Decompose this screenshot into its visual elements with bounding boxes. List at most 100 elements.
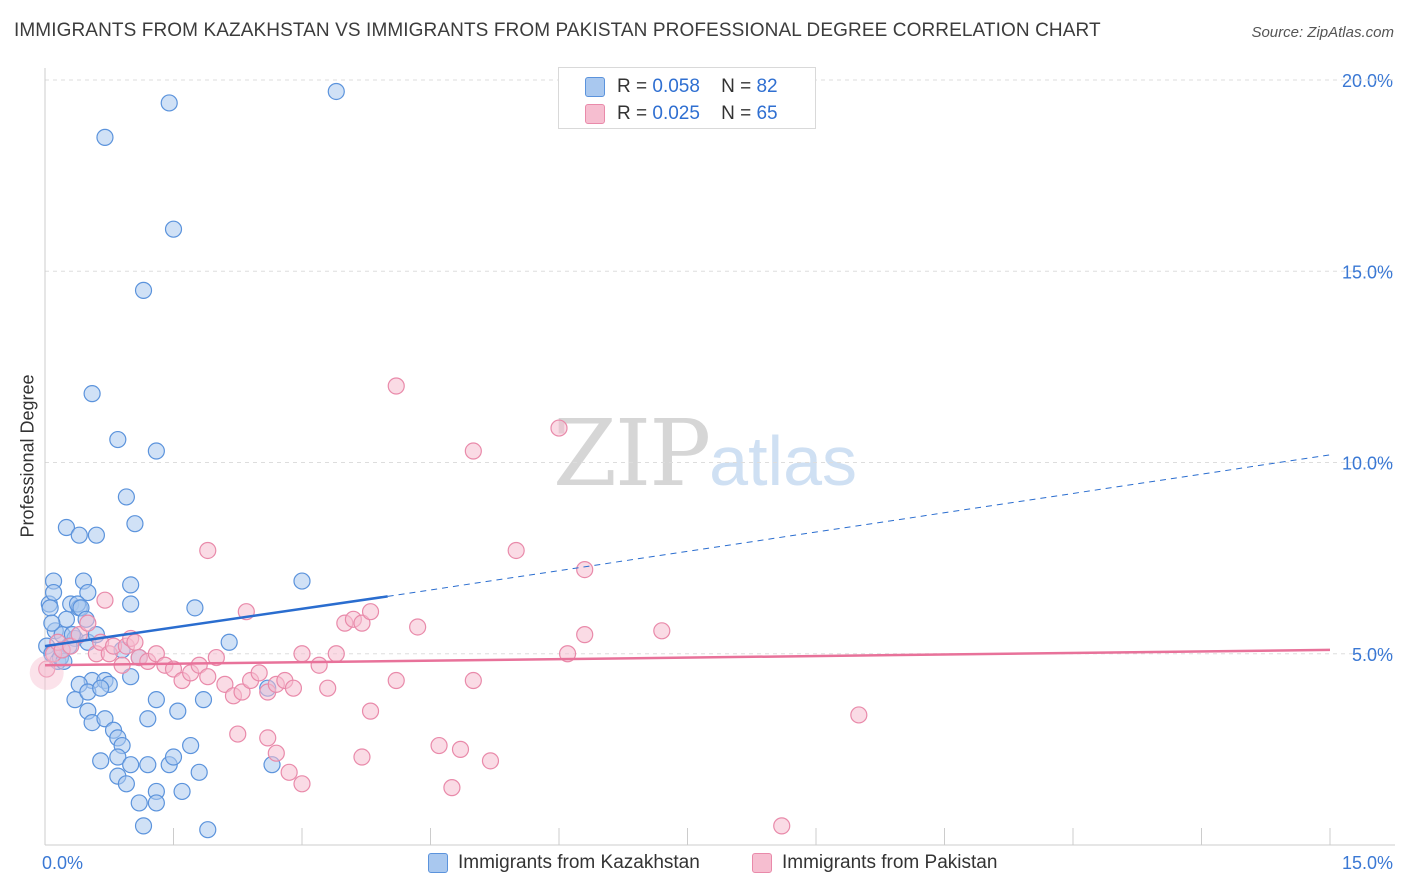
chart-title: IMMIGRANTS FROM KAZAKHSTAN VS IMMIGRANTS…: [14, 20, 1101, 41]
pakistan-point: [361, 702, 380, 720]
correlation-legend: R = 0.058 N = 82 R = 0.025 N = 65: [558, 67, 816, 129]
kazakhstan-point: [83, 385, 101, 403]
x-tick-label: 15.0%: [1342, 853, 1393, 873]
kazakhstan-point: [169, 702, 187, 720]
pakistan-point: [229, 725, 247, 743]
pakistan-point: [207, 648, 225, 667]
pakistan-point: [464, 442, 482, 460]
watermark: ZIPatlas: [553, 400, 857, 507]
kazakhstan-point: [87, 526, 106, 544]
kazakhstan-point: [164, 748, 183, 766]
kazakhstan-point: [190, 763, 208, 781]
pakistan-point: [361, 603, 380, 621]
pakistan-point: [267, 744, 285, 762]
pakistan-point: [284, 679, 303, 697]
kazakhstan-trendline-extension: [387, 454, 1331, 597]
kazakhstan-point: [43, 614, 61, 632]
pakistan-point: [327, 645, 345, 663]
kazakhstan-swatch: [585, 77, 605, 97]
pakistan-n-label: N =: [721, 103, 752, 124]
y-tick-label: 20.0%: [1342, 71, 1393, 91]
pakistan-point: [576, 560, 594, 579]
kazakhstan-point: [66, 691, 84, 709]
pakistan-point: [409, 618, 427, 636]
pakistan-point: [29, 655, 64, 690]
pakistan-point: [850, 706, 868, 724]
kazakhstan-point: [117, 488, 135, 506]
pakistan-point: [280, 763, 298, 781]
kazakhstan-point: [122, 756, 140, 774]
pakistan-legend-label: Immigrants from Pakistan: [782, 852, 998, 873]
pakistan-point: [199, 541, 217, 560]
pakistan-point: [387, 671, 405, 690]
pakistan-point: [451, 740, 470, 758]
kazakhstan-legend-swatch: [428, 853, 448, 873]
kazakhstan-point: [194, 691, 213, 709]
pakistan-point: [126, 633, 144, 651]
kazakhstan-point: [147, 794, 165, 812]
pakistan-point: [96, 591, 114, 609]
pakistan-point: [576, 626, 594, 644]
pakistan-trendline: [44, 648, 1331, 667]
kazakhstan-point: [134, 281, 153, 299]
kazakhstan-point: [220, 633, 238, 651]
pakistan-point: [259, 729, 277, 747]
pakistan-point: [464, 671, 482, 690]
kazakhstan-legend-label: Immigrants from Kazakhstan: [458, 852, 700, 873]
pakistan-swatch: [585, 104, 605, 124]
kazakhstan-point: [109, 430, 127, 449]
kazakhstan-n-label: N =: [721, 76, 752, 97]
pakistan-point: [79, 614, 97, 632]
series-legend: Immigrants from Kazakhstan Immigrants fr…: [0, 852, 1406, 878]
kazakhstan-point: [122, 576, 140, 594]
kazakhstan-point: [293, 572, 311, 590]
kazakhstan-point: [70, 526, 88, 544]
pakistan-point: [147, 645, 165, 663]
pakistan-point: [550, 419, 568, 437]
pakistan-legend-swatch: [752, 853, 772, 873]
kazakhstan-point: [92, 752, 110, 770]
y-tick-label: 5.0%: [1352, 645, 1393, 665]
pakistan-point: [507, 541, 525, 560]
pakistan-point: [190, 656, 208, 674]
y-tick-label: 10.0%: [1342, 454, 1393, 474]
kazakhstan-n-value: 82: [756, 76, 778, 97]
pakistan-r-value: 0.025: [652, 103, 700, 124]
pakistan-point: [353, 614, 371, 632]
kazakhstan-point: [186, 599, 204, 617]
y-tick-label: 15.0%: [1342, 262, 1393, 282]
pakistan-point: [293, 645, 311, 663]
kazakhstan-point: [122, 595, 140, 613]
pakistan-point: [773, 817, 791, 835]
pakistan-point: [430, 736, 448, 755]
kazakhstan-point: [173, 782, 191, 801]
pakistan-point: [250, 664, 268, 682]
kazakhstan-point: [109, 748, 127, 766]
kazakhstan-point: [134, 817, 153, 835]
kazakhstan-point: [130, 794, 148, 812]
pakistan-point: [319, 679, 337, 697]
kazakhstan-r-value: 0.058: [652, 76, 700, 97]
watermark-zip: ZIP: [553, 400, 711, 507]
kazakhstan-r-label: R =: [617, 76, 648, 97]
kazakhstan-trendline: [44, 595, 388, 648]
kazakhstan-point: [96, 710, 114, 728]
kazakhstan-point: [117, 775, 135, 793]
kazakhstan-point: [96, 128, 114, 146]
pakistan-point: [216, 675, 234, 693]
pakistan-point: [164, 660, 183, 678]
kazakhstan-point: [41, 599, 59, 617]
pakistan-point: [353, 748, 371, 766]
kazakhstan-point: [147, 442, 165, 460]
kazakhstan-point: [44, 583, 63, 602]
source-label: Source: ZipAtlas.com: [1251, 24, 1394, 41]
kazakhstan-point: [57, 518, 76, 537]
pakistan-r-label: R =: [617, 103, 648, 124]
kazakhstan-point: [182, 736, 200, 755]
kazakhstan-point: [122, 668, 140, 686]
kazakhstan-point: [160, 94, 178, 112]
pakistan-n-value: 65: [756, 103, 778, 124]
pakistan-point: [233, 683, 251, 701]
kazakhstan-point: [126, 515, 144, 533]
kazakhstan-point: [164, 220, 183, 238]
